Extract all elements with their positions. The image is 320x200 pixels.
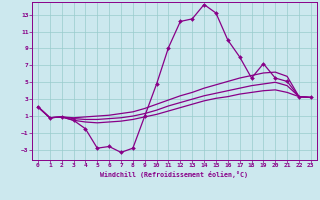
X-axis label: Windchill (Refroidissement éolien,°C): Windchill (Refroidissement éolien,°C) [100, 171, 248, 178]
